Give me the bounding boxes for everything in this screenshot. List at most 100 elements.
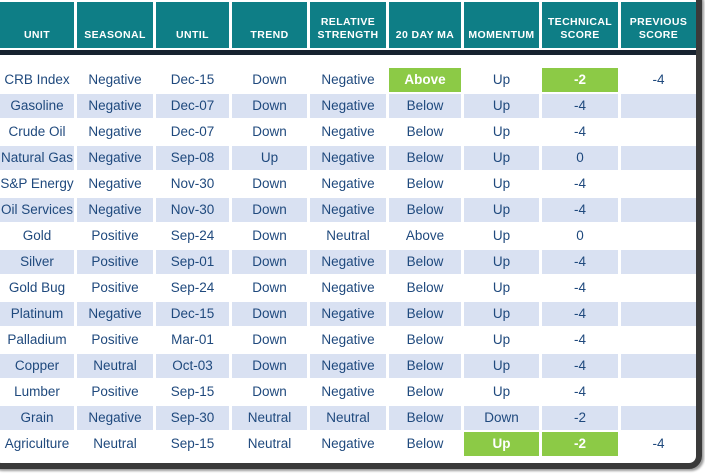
column-header-seasonal: SEASONAL	[77, 2, 153, 48]
cell-momentum: Up	[464, 146, 539, 170]
cell-technical_score: -2	[542, 68, 618, 92]
cell-momentum: Up	[464, 328, 539, 352]
cell-unit: Gold	[0, 224, 74, 248]
cell-until: Sep-24	[156, 276, 229, 300]
cell-relative_strength: Negative	[310, 68, 386, 92]
cell-until: Dec-07	[156, 120, 229, 144]
cell-technical_score: -4	[542, 120, 618, 144]
cell-trend: Down	[232, 354, 307, 378]
cell-trend: Down	[232, 198, 307, 222]
column-header-until: UNTIL	[156, 2, 229, 48]
cell-ma_20day: Above	[389, 68, 461, 92]
cell-unit: Silver	[0, 250, 74, 274]
cell-previous_score: -4	[621, 432, 696, 456]
cell-ma_20day: Below	[389, 380, 461, 404]
cell-until: Sep-01	[156, 250, 229, 274]
cell-ma_20day: Below	[389, 276, 461, 300]
cell-trend: Down	[232, 380, 307, 404]
cell-previous_score	[621, 224, 696, 248]
cell-ma_20day: Above	[389, 224, 461, 248]
cell-until: Oct-03	[156, 354, 229, 378]
cell-technical_score: -4	[542, 198, 618, 222]
cell-technical_score: -4	[542, 94, 618, 118]
cell-trend: Down	[232, 328, 307, 352]
cell-ma_20day: Below	[389, 406, 461, 430]
header-underline	[0, 50, 696, 55]
cell-previous_score	[621, 328, 696, 352]
cell-relative_strength: Negative	[310, 120, 386, 144]
cell-relative_strength: Negative	[310, 250, 386, 274]
header-gap	[0, 57, 696, 66]
cell-technical_score: -4	[542, 302, 618, 326]
cell-previous_score	[621, 250, 696, 274]
cell-technical_score: 0	[542, 224, 618, 248]
cell-trend: Neutral	[232, 432, 307, 456]
cell-seasonal: Negative	[77, 198, 153, 222]
cell-seasonal: Positive	[77, 224, 153, 248]
cell-previous_score: -4	[621, 68, 696, 92]
cell-momentum: Up	[464, 354, 539, 378]
cell-seasonal: Negative	[77, 146, 153, 170]
cell-technical_score: -4	[542, 328, 618, 352]
cell-technical_score: 0	[542, 146, 618, 170]
cell-seasonal: Negative	[77, 302, 153, 326]
cell-ma_20day: Below	[389, 172, 461, 196]
cell-relative_strength: Negative	[310, 380, 386, 404]
cell-relative_strength: Neutral	[310, 406, 386, 430]
cell-trend: Down	[232, 120, 307, 144]
cell-momentum: Up	[464, 120, 539, 144]
cell-ma_20day: Below	[389, 198, 461, 222]
cell-trend: Up	[232, 146, 307, 170]
cell-momentum: Up	[464, 380, 539, 404]
cell-unit: Natural Gas	[0, 146, 74, 170]
cell-ma_20day: Below	[389, 146, 461, 170]
cell-previous_score	[621, 406, 696, 430]
cell-relative_strength: Negative	[310, 146, 386, 170]
cell-unit: Grain	[0, 406, 74, 430]
cell-relative_strength: Negative	[310, 354, 386, 378]
cell-ma_20day: Below	[389, 432, 461, 456]
cell-until: Dec-15	[156, 68, 229, 92]
column-header-unit: UNIT	[0, 2, 74, 48]
cell-relative_strength: Negative	[310, 302, 386, 326]
cell-trend: Down	[232, 94, 307, 118]
cell-until: Dec-15	[156, 302, 229, 326]
cell-ma_20day: Below	[389, 250, 461, 274]
cell-until: Nov-30	[156, 172, 229, 196]
cell-seasonal: Negative	[77, 94, 153, 118]
cell-seasonal: Positive	[77, 380, 153, 404]
cell-momentum: Up	[464, 172, 539, 196]
cell-until: Nov-30	[156, 198, 229, 222]
cell-relative_strength: Negative	[310, 328, 386, 352]
cell-previous_score	[621, 276, 696, 300]
cell-momentum: Up	[464, 432, 539, 456]
cell-seasonal: Neutral	[77, 354, 153, 378]
cell-relative_strength: Negative	[310, 276, 386, 300]
cell-unit: Crude Oil	[0, 120, 74, 144]
cell-unit: Palladium	[0, 328, 74, 352]
cell-until: Sep-15	[156, 432, 229, 456]
cell-momentum: Up	[464, 94, 539, 118]
cell-technical_score: -4	[542, 172, 618, 196]
column-header-technical_score: TECHNICAL SCORE	[542, 2, 618, 48]
cell-relative_strength: Negative	[310, 432, 386, 456]
cell-trend: Down	[232, 68, 307, 92]
cell-momentum: Up	[464, 302, 539, 326]
column-header-momentum: MOMENTUM	[464, 2, 539, 48]
cell-previous_score	[621, 146, 696, 170]
cell-technical_score: -4	[542, 380, 618, 404]
cell-previous_score	[621, 302, 696, 326]
cell-previous_score	[621, 198, 696, 222]
cell-until: Sep-15	[156, 380, 229, 404]
cell-until: Sep-08	[156, 146, 229, 170]
cell-seasonal: Neutral	[77, 432, 153, 456]
cell-seasonal: Positive	[77, 250, 153, 274]
cell-until: Mar-01	[156, 328, 229, 352]
column-header-ma_20day: 20 DAY MA	[389, 2, 461, 48]
cell-technical_score: -4	[542, 276, 618, 300]
cell-ma_20day: Below	[389, 328, 461, 352]
table: UNIT SEASONAL UNTIL TREND RELATIVE STRENGTH 2…	[0, 2, 696, 456]
cell-seasonal: Negative	[77, 406, 153, 430]
cell-seasonal: Negative	[77, 120, 153, 144]
cell-ma_20day: Below	[389, 94, 461, 118]
